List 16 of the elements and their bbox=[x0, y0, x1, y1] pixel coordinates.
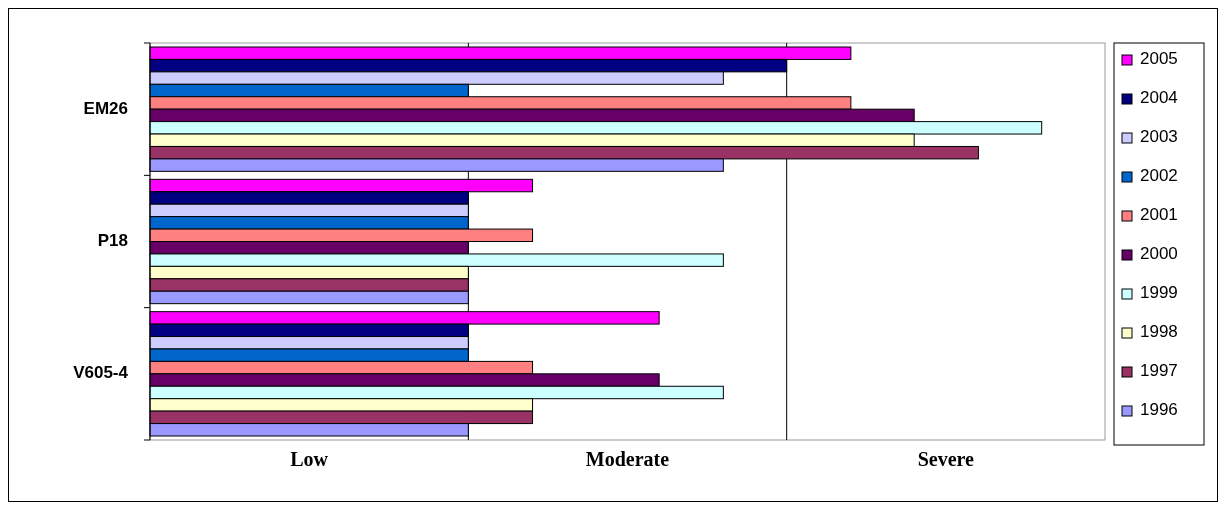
y-tick-label: V605-4 bbox=[73, 363, 129, 383]
text: Low bbox=[290, 448, 329, 470]
legend-label: 2000 bbox=[1140, 244, 1178, 264]
legend-label: 1997 bbox=[1140, 361, 1178, 381]
legend-label: 2004 bbox=[1140, 88, 1178, 108]
legend-label: 1998 bbox=[1140, 322, 1178, 342]
text: Moderate bbox=[585, 448, 670, 470]
legend-label: 1996 bbox=[1140, 400, 1178, 420]
legend-label: 2005 bbox=[1140, 49, 1178, 69]
legend-label: 2002 bbox=[1140, 166, 1178, 186]
legend-label: 1999 bbox=[1140, 283, 1178, 303]
legend-label: 2001 bbox=[1140, 205, 1178, 225]
legend-label: 2003 bbox=[1140, 127, 1178, 147]
y-tick-label: P18 bbox=[97, 230, 128, 250]
text: Severe bbox=[917, 448, 975, 470]
y-tick-label: EM26 bbox=[83, 98, 128, 118]
